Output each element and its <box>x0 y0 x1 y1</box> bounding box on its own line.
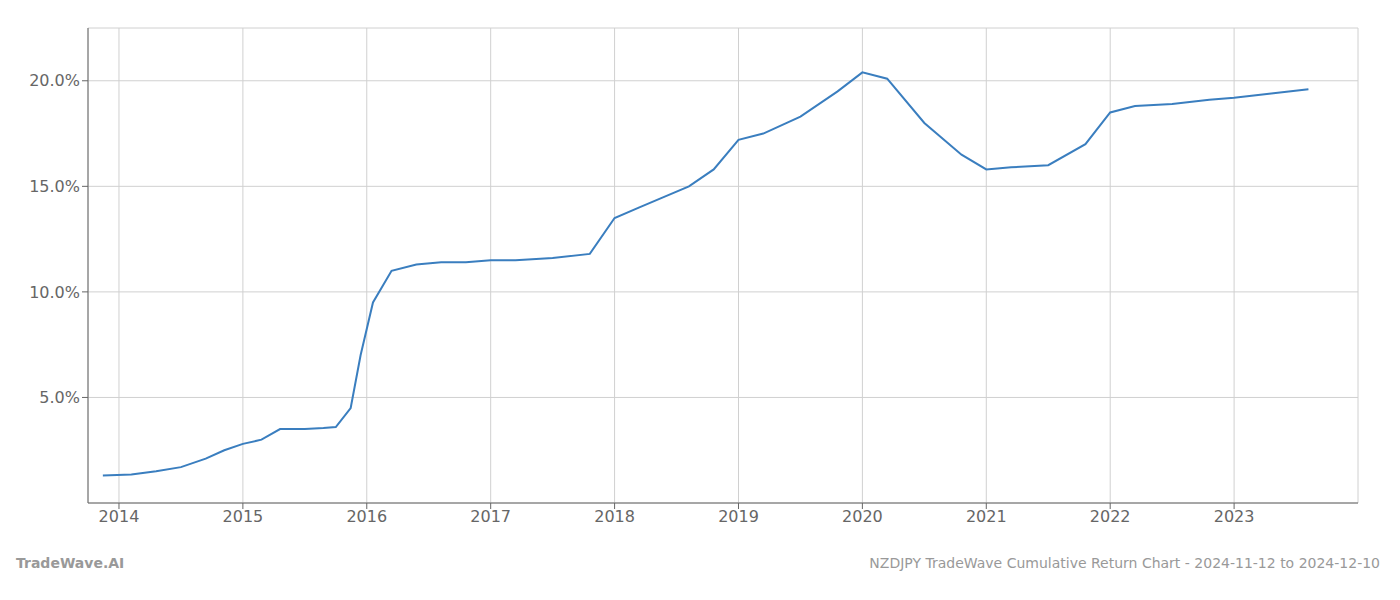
svg-text:2023: 2023 <box>1214 507 1255 526</box>
svg-text:2020: 2020 <box>842 507 883 526</box>
svg-text:10.0%: 10.0% <box>29 283 80 302</box>
svg-text:2019: 2019 <box>718 507 759 526</box>
html-text:NZDJPY TradeWave Cumulative Re: NZDJPY TradeWave Cumulative Return Chart… <box>869 555 1380 571</box>
svg-text:2017: 2017 <box>470 507 511 526</box>
svg-text:2015: 2015 <box>223 507 264 526</box>
svg-text:2021: 2021 <box>966 507 1007 526</box>
svg-text:20.0%: 20.0% <box>29 71 80 90</box>
svg-text:2016: 2016 <box>346 507 387 526</box>
svg-text:2022: 2022 <box>1090 507 1131 526</box>
svg-text:5.0%: 5.0% <box>39 388 80 407</box>
svg-text:2014: 2014 <box>99 507 140 526</box>
svg-text:15.0%: 15.0% <box>29 177 80 196</box>
svg-text:2018: 2018 <box>594 507 635 526</box>
html-text:TradeWave.AI: TradeWave.AI <box>16 555 125 571</box>
